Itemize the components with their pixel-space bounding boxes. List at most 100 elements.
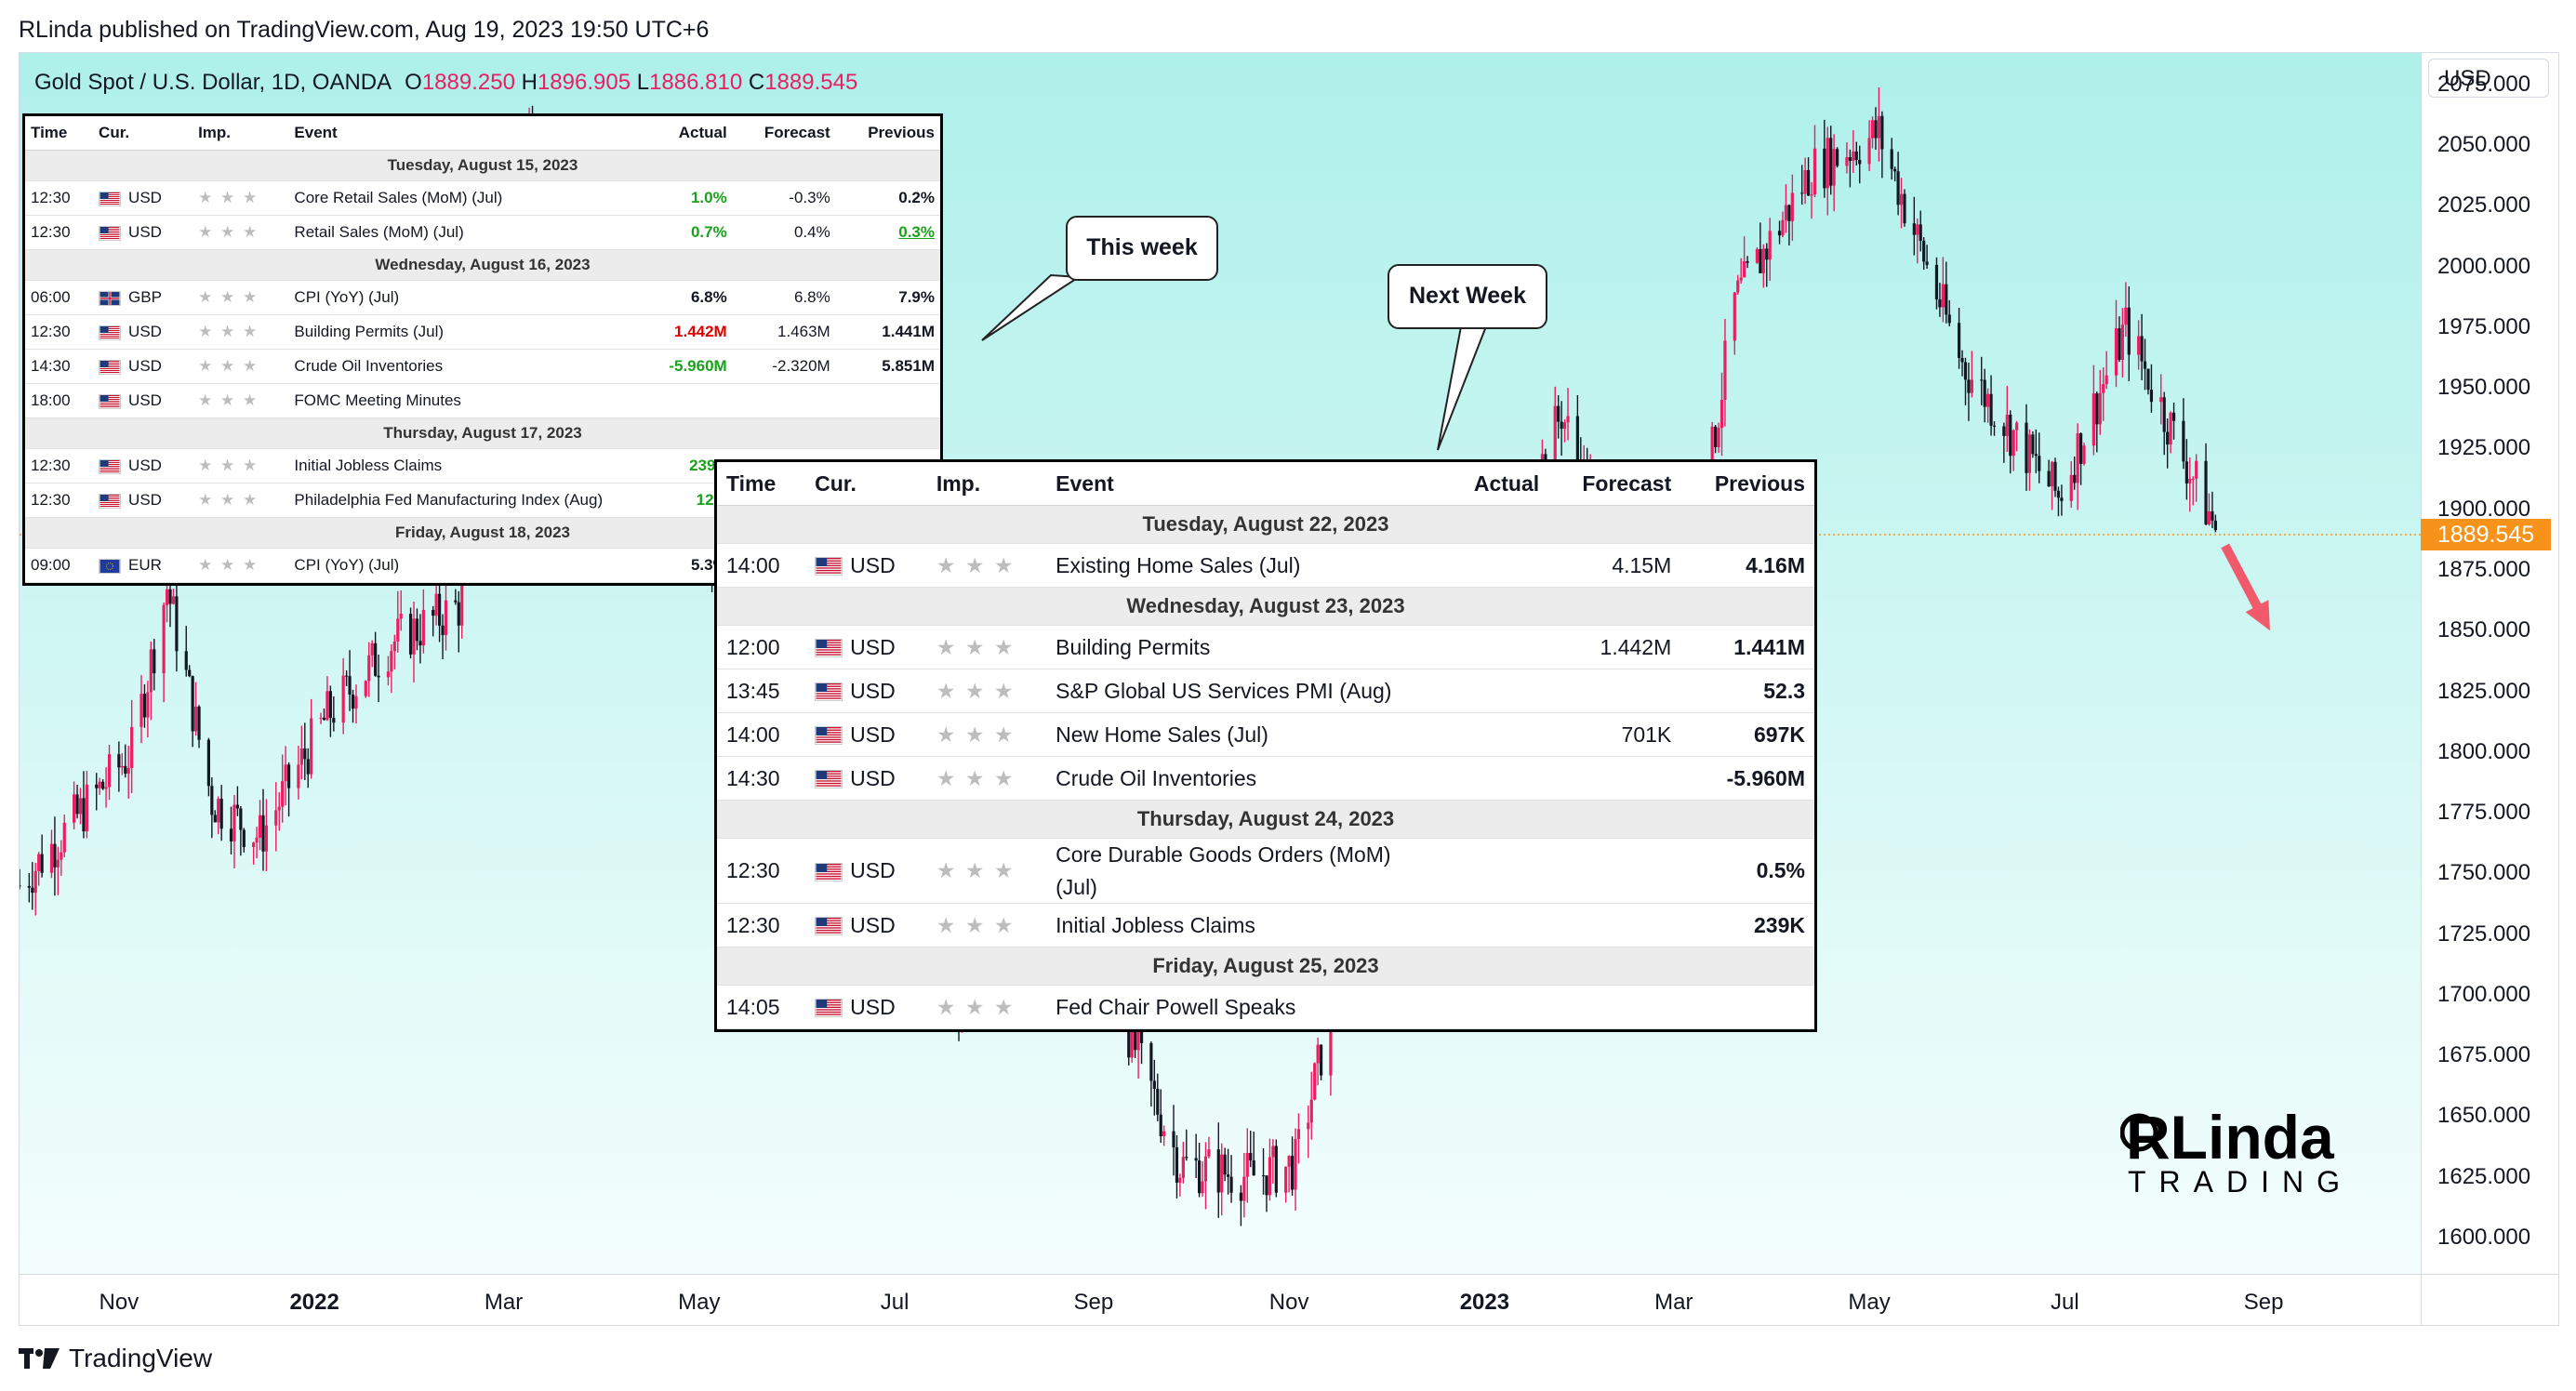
candle-body [1826, 138, 1829, 189]
event-currency-cell: USD [805, 712, 927, 757]
candle-body [325, 691, 329, 721]
candle-body [1941, 284, 1945, 308]
event-currency: USD [850, 994, 896, 1019]
time-tick: 2022 [289, 1290, 339, 1315]
event-row: 14:00 USD ★ ★ ★ Existing Home Sales (Jul) 4.… [717, 543, 1814, 588]
candle-body [444, 600, 448, 636]
candle-body [1223, 1154, 1227, 1175]
candle-body [2137, 336, 2141, 355]
candle-body [328, 691, 332, 719]
candle-body [1890, 149, 1893, 169]
column-header: Event [1046, 462, 1446, 506]
price-tick: 1775.000 [2437, 800, 2531, 826]
candle-body [168, 589, 172, 604]
event-time: 14:00 [717, 712, 806, 757]
candle-body [1765, 248, 1769, 260]
candle-body [1925, 261, 1929, 265]
price-axis[interactable] [2421, 53, 2558, 1274]
candle-body [412, 618, 416, 655]
candle-body [421, 610, 425, 646]
time-tick: Sep [1073, 1290, 1114, 1315]
candle-body [2146, 368, 2150, 391]
candle-body [1934, 264, 1939, 299]
column-header: Time [717, 462, 806, 506]
candle-body [2027, 434, 2032, 473]
candle-body [1761, 248, 1765, 273]
column-header: Forecast [1548, 462, 1681, 506]
event-name: Retail Sales (MoM) (Jul) [288, 215, 641, 250]
high-label: H [521, 70, 538, 95]
us-flag-icon [815, 726, 843, 746]
candle-body [322, 717, 326, 721]
candle-body [188, 669, 192, 677]
us-flag-icon [815, 682, 843, 702]
actual-value [1445, 838, 1549, 904]
candle-body [1309, 1099, 1313, 1123]
candle-body [392, 641, 396, 652]
event-row: 12:00 USD ★ ★ ★ Building Permits 1.442M 1.441… [717, 625, 1814, 669]
event-currency: USD [850, 552, 896, 577]
column-header: Time [25, 116, 94, 151]
candle-body [348, 676, 352, 695]
event-time: 14:30 [717, 756, 806, 801]
candle-body [2162, 397, 2166, 432]
importance-stars: ★ ★ ★ [926, 669, 1047, 713]
candle-body [73, 794, 76, 823]
event-currency: USD [128, 491, 162, 509]
column-header: Event [288, 116, 641, 151]
price-tick: 2075.000 [2437, 71, 2531, 97]
actual-value [1445, 903, 1549, 947]
candle-body [219, 799, 223, 829]
event-row: 12:30 USD ★ ★ ★ Initial Jobless Claims 239K [717, 903, 1814, 947]
event-time: 14:30 [25, 349, 94, 384]
candle-body [2124, 307, 2128, 325]
candle-body [1848, 157, 1852, 162]
event-name: Fed Chair Powell Speaks [1046, 985, 1446, 1029]
previous-value: -5.960M [1680, 756, 1814, 801]
candle-body [1945, 284, 1948, 315]
time-axis[interactable] [20, 1274, 2421, 1325]
candle-body [217, 799, 220, 823]
actual-value: 0.7% [640, 215, 733, 250]
candle-body [2091, 393, 2095, 446]
currency-button[interactable]: USD [2428, 59, 2549, 98]
event-currency-cell: USD [93, 215, 193, 250]
column-header: Imp. [193, 116, 289, 151]
event-currency-cell: USD [93, 383, 193, 418]
candle-body [95, 784, 99, 788]
price-tick: 1925.000 [2437, 435, 2531, 461]
candle-body [396, 618, 400, 642]
price-tick: 2025.000 [2437, 192, 2531, 219]
svg-text:RLinda: RLinda [2126, 1106, 2335, 1172]
candle-body [1739, 277, 1743, 281]
previous-value: 697K [1680, 712, 1814, 757]
event-currency-cell: USD [805, 903, 927, 947]
candle-body [2211, 510, 2214, 521]
candle-body [235, 804, 240, 809]
day-header-row: Thursday, August 17, 2023 [25, 417, 940, 449]
svg-text:TRADING: TRADING [2128, 1165, 2353, 1199]
event-currency-cell: USD [805, 838, 927, 904]
candle-body [258, 815, 262, 839]
importance-stars: ★ ★ ★ [926, 756, 1047, 801]
candle-body [75, 794, 79, 815]
previous-value: 0.2% [835, 180, 940, 216]
us-flag-icon [99, 191, 122, 206]
time-tick: May [1848, 1290, 1891, 1315]
event-currency-cell: USD [805, 756, 927, 801]
previous-value: 0.3% [835, 215, 940, 250]
us-flag-icon [99, 458, 122, 474]
candle-body [1194, 1158, 1198, 1161]
candle-body [1874, 120, 1878, 139]
candle-body [1899, 193, 1904, 205]
actual-value [1445, 543, 1549, 588]
candle-body [1717, 428, 1720, 447]
candle-body [370, 643, 374, 656]
candle-body [210, 786, 214, 815]
tradingview-logo-icon [19, 1348, 60, 1369]
tradingview-footer[interactable]: TradingView [19, 1343, 212, 1374]
next-week-pointer [1437, 321, 1490, 451]
column-header: Actual [1445, 462, 1549, 506]
event-name: Crude Oil Inventories [288, 349, 641, 384]
candle-body [1867, 138, 1871, 165]
